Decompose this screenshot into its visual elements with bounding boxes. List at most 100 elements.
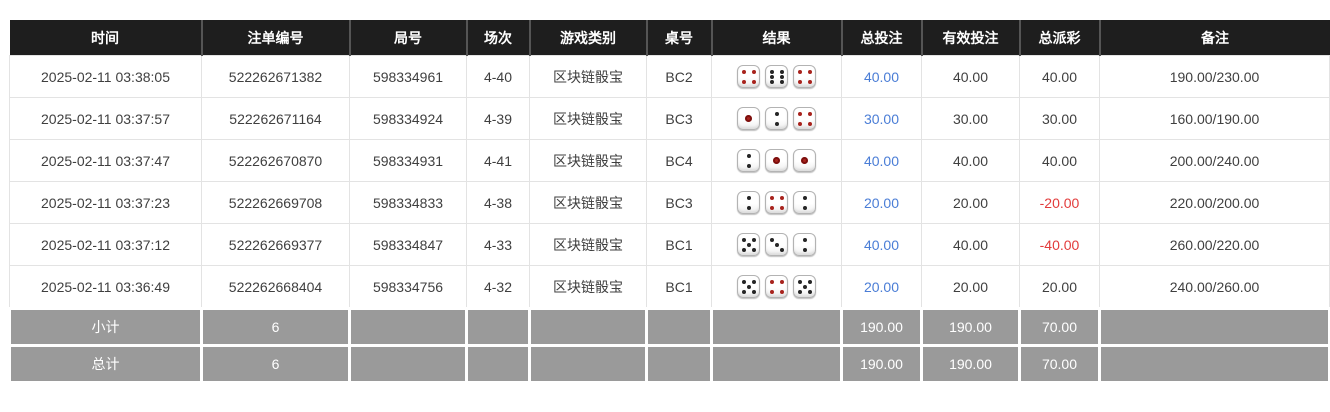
die-pip	[741, 69, 746, 74]
table-row: 2025-02-11 03:36:49 522262668404 598334756…	[9, 265, 1330, 309]
payout-cell: -40.00	[1019, 223, 1100, 266]
table-number-cell: BC3	[646, 97, 712, 140]
table-row: 2025-02-11 03:38:05 522262671382 598334961…	[9, 55, 1330, 98]
payout-cell: -20.00	[1019, 181, 1100, 224]
die-pip	[807, 279, 812, 284]
table-number-cell: BC1	[646, 265, 712, 309]
remark-cell: 260.00/220.00	[1099, 223, 1330, 266]
session-cell: 4-39	[466, 97, 530, 140]
result-cell	[711, 97, 842, 140]
die-pip	[741, 237, 746, 242]
die-pip	[769, 74, 774, 79]
result-cell	[711, 55, 842, 98]
total-bet-cell[interactable]: 40.00	[841, 55, 922, 98]
die-pip	[751, 79, 756, 84]
table-row: 2025-02-11 03:37:12 522262669377 598334847…	[9, 223, 1330, 266]
summary-payout-cell: 70.00	[1018, 307, 1101, 347]
remark-cell: 200.00/240.00	[1099, 139, 1330, 182]
die-pip	[751, 247, 756, 252]
die-pip	[774, 242, 779, 247]
game-type-cell: 区块链骰宝	[529, 97, 647, 140]
die-5-icon	[737, 275, 760, 298]
grand-total-row: 总计 6 190.00 190.00 70.00	[8, 344, 1330, 384]
subtotal-row: 小计 6 190.00 190.00 70.00	[8, 307, 1330, 347]
column-header-payout: 总派彩	[1019, 20, 1101, 56]
result-cell	[711, 265, 842, 309]
die-pip	[769, 237, 774, 242]
die-pip	[769, 69, 774, 74]
die-pip	[801, 157, 808, 164]
die-4-icon	[793, 65, 816, 88]
table-number-cell: BC2	[646, 55, 712, 98]
table-number-cell: BC1	[646, 223, 712, 266]
die-pip	[769, 205, 774, 210]
column-header-bet_no: 注单编号	[201, 20, 351, 56]
die-pip	[807, 289, 812, 294]
round-number-cell: 598334756	[349, 265, 467, 309]
round-number-cell: 598334961	[349, 55, 467, 98]
total-bet-cell[interactable]: 20.00	[841, 265, 922, 309]
die-pip	[779, 279, 784, 284]
die-pip	[797, 289, 802, 294]
bet-number-cell: 522262669377	[201, 223, 350, 266]
die-pip	[779, 289, 784, 294]
die-pip	[797, 111, 802, 116]
payout-cell: 30.00	[1019, 97, 1100, 140]
table-row: 2025-02-11 03:37:57 522262671164 598334924…	[9, 97, 1330, 140]
die-1-icon	[793, 149, 816, 172]
game-type-cell: 区块链骰宝	[529, 139, 647, 182]
die-pip	[779, 205, 784, 210]
total-bet-cell[interactable]: 40.00	[841, 139, 922, 182]
time-cell: 2025-02-11 03:37:57	[9, 97, 202, 140]
die-pip	[746, 195, 751, 200]
die-pip	[769, 289, 774, 294]
table-number-cell: BC3	[646, 181, 712, 224]
die-pip	[774, 121, 779, 126]
summary-label-cell: 总计	[8, 344, 203, 384]
summary-total-bet-cell: 190.00	[840, 307, 923, 347]
summary-valid-bet-cell: 190.00	[920, 307, 1021, 347]
summary-empty-cell	[528, 307, 648, 347]
die-pip	[746, 205, 751, 210]
die-pip	[779, 247, 784, 252]
time-cell: 2025-02-11 03:37:12	[9, 223, 202, 266]
dice-result	[718, 191, 835, 214]
die-3-icon	[765, 233, 788, 256]
summary-empty-cell	[710, 307, 843, 347]
summary-label-cell: 小计	[8, 307, 203, 347]
total-bet-cell[interactable]: 20.00	[841, 181, 922, 224]
session-cell: 4-38	[466, 181, 530, 224]
remark-cell: 190.00/230.00	[1099, 55, 1330, 98]
summary-empty-cell	[710, 344, 843, 384]
total-bet-cell[interactable]: 30.00	[841, 97, 922, 140]
die-2-icon	[793, 233, 816, 256]
total-bet-cell[interactable]: 40.00	[841, 223, 922, 266]
die-pip	[807, 69, 812, 74]
column-header-total_bet: 总投注	[841, 20, 923, 56]
game-type-cell: 区块链骰宝	[529, 181, 647, 224]
column-header-table_no: 桌号	[646, 20, 713, 56]
session-cell: 4-41	[466, 139, 530, 182]
summary-empty-cell	[645, 307, 713, 347]
die-1-icon	[737, 107, 760, 130]
game-type-cell: 区块链骰宝	[529, 223, 647, 266]
valid-bet-cell: 30.00	[921, 97, 1020, 140]
round-number-cell: 598334847	[349, 223, 467, 266]
die-pip	[774, 111, 779, 116]
bet-records-table: 时间 注单编号 局号 场次 游戏类别 桌号 结果 总投注 有效投注 总派彩 备注 2025-02-1…	[8, 20, 1330, 384]
remark-cell: 240.00/260.00	[1099, 265, 1330, 309]
payout-cell: 40.00	[1019, 139, 1100, 182]
table-row: 2025-02-11 03:37:47 522262670870 598334931…	[9, 139, 1330, 182]
payout-cell: 40.00	[1019, 55, 1100, 98]
die-pip	[745, 115, 752, 122]
bet-number-cell: 522262671164	[201, 97, 350, 140]
dice-result	[718, 275, 835, 298]
game-type-cell: 区块链骰宝	[529, 55, 647, 98]
die-1-icon	[765, 149, 788, 172]
die-2-icon	[765, 107, 788, 130]
summary-empty-cell	[465, 344, 531, 384]
die-pip	[802, 247, 807, 252]
die-pip	[741, 79, 746, 84]
die-pip	[797, 69, 802, 74]
